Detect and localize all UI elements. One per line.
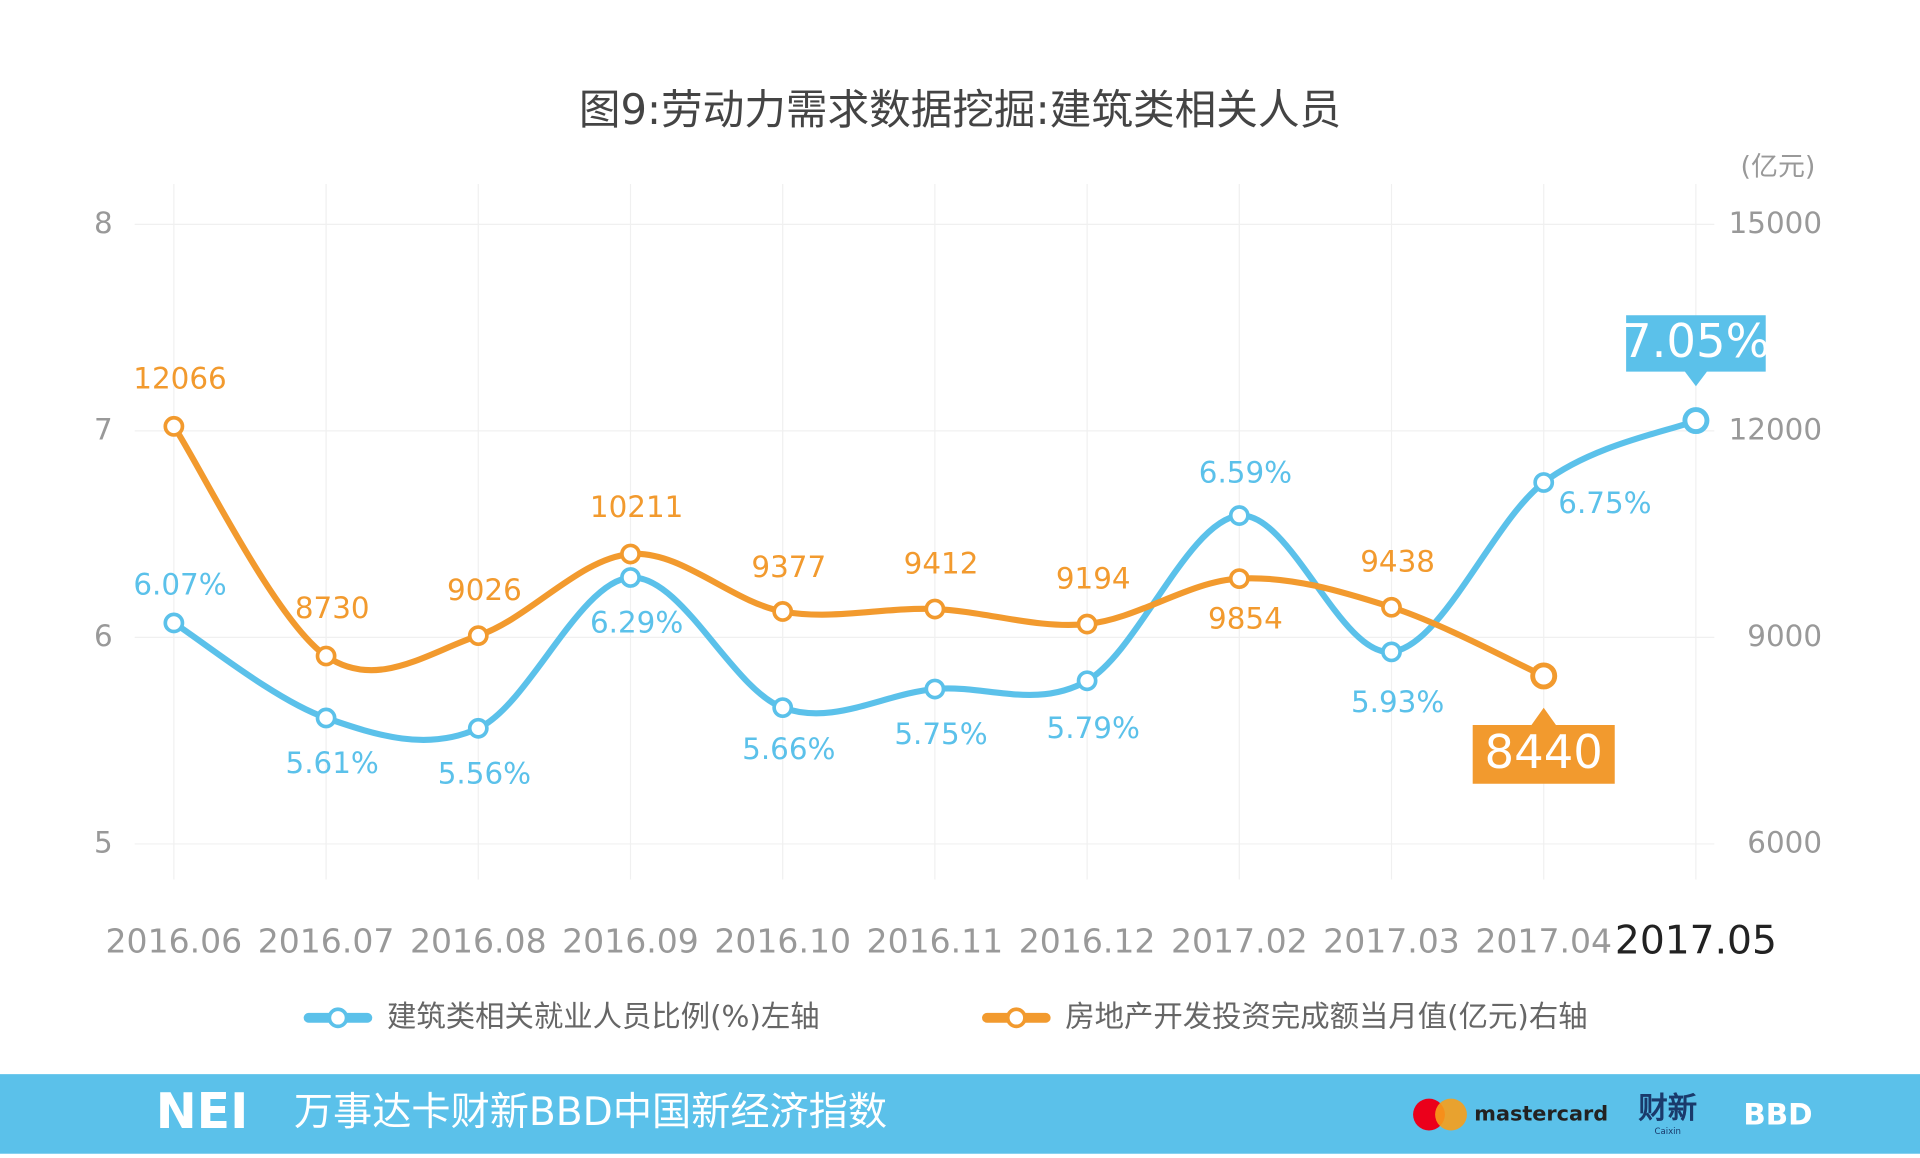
data-label: 9377: [751, 550, 826, 584]
x-tick-label: 2016.07: [258, 922, 395, 961]
data-label: 6.75%: [1558, 486, 1651, 520]
callout: [1626, 315, 1766, 387]
data-point: [1381, 641, 1402, 663]
y-tick-label: 8: [94, 206, 113, 240]
data-label: 5.56%: [438, 756, 531, 790]
y2-tick-label: 15000: [1729, 206, 1822, 240]
footer-brand: BBD: [1743, 1097, 1812, 1131]
mc-logo: [1413, 1098, 1445, 1131]
data-point: [163, 612, 185, 634]
data-point: [772, 697, 794, 719]
data-point: [1076, 613, 1098, 635]
legend-label: 建筑类相关就业人员比例(%)左轴: [387, 999, 820, 1033]
data-point: [467, 717, 489, 739]
data-point: [467, 625, 489, 647]
footer-brand: 财新: [1638, 1091, 1697, 1125]
x-tick-label: 2017.02: [1171, 922, 1308, 961]
data-label: 6.59%: [1199, 455, 1292, 489]
mc-logo: [1435, 1098, 1467, 1131]
data-point: [163, 415, 185, 437]
data-label: 5.66%: [742, 732, 835, 766]
y2-tick-label: 12000: [1729, 412, 1822, 446]
data-point: [620, 567, 641, 588]
data-label: 9854: [1208, 602, 1283, 636]
callout-label: 8440: [1485, 725, 1603, 779]
data-label: 9194: [1056, 561, 1131, 595]
legend-marker: [327, 1007, 349, 1029]
data-label: 12066: [133, 361, 226, 395]
data-point: [924, 678, 946, 700]
y2-tick-label: 6000: [1747, 825, 1822, 859]
data-label: 9026: [447, 573, 522, 607]
data-label: 6.29%: [590, 606, 683, 640]
chart-title: 图9:劳动力需求数据挖掘:建筑类相关人员: [579, 85, 1341, 134]
x-tick-label: 2016.09: [562, 922, 699, 961]
y-tick-label: 6: [94, 619, 113, 653]
x-tick-label: 2016.08: [410, 922, 547, 961]
data-point: [1076, 670, 1098, 692]
data-point: [1381, 596, 1402, 618]
footer-brand: mastercard: [1474, 1102, 1608, 1126]
footer-name: 万事达卡财新BBD中国新经济指数: [294, 1090, 887, 1135]
data-point: [1533, 472, 1555, 493]
x-tick-label: 2017.05: [1615, 919, 1777, 964]
data-point: [1228, 568, 1250, 590]
data-label: 9438: [1360, 545, 1435, 579]
data-point: [620, 543, 641, 565]
x-tick-label: 2016.06: [106, 922, 243, 961]
callout: [1472, 707, 1615, 784]
data-label: 5.75%: [894, 717, 987, 751]
legend-label: 房地产开发投资完成额当月值(亿元)右轴: [1065, 999, 1587, 1033]
data-label: 10211: [590, 490, 683, 524]
legend-marker: [1005, 1007, 1027, 1029]
data-point: [924, 598, 946, 620]
data-point: [1228, 505, 1250, 526]
footer-band: [0, 1074, 1920, 1154]
y-tick-label: 7: [94, 412, 113, 446]
y2-tick-label: 9000: [1747, 619, 1822, 653]
y-tick-label: 5: [94, 825, 113, 859]
x-tick-label: 2016.11: [867, 922, 1004, 961]
data-label: 9412: [904, 546, 979, 580]
x-tick-label: 2017.04: [1475, 922, 1612, 961]
data-label: 5.61%: [286, 746, 379, 780]
footer-logo: NEI: [156, 1083, 249, 1140]
data-point: [772, 601, 794, 622]
y2-unit: (亿元): [1741, 152, 1816, 183]
x-tick-label: 2016.10: [714, 922, 851, 961]
data-point: [315, 707, 337, 729]
footer-brand: Caixin: [1655, 1127, 1681, 1137]
x-tick-label: 2017.03: [1323, 922, 1460, 961]
data-label: 5.93%: [1351, 685, 1444, 719]
data-point: [1682, 407, 1710, 435]
data-point: [315, 645, 337, 667]
data-label: 5.79%: [1047, 711, 1140, 745]
data-label: 8730: [295, 591, 370, 625]
data-label: 6.07%: [133, 568, 226, 602]
x-tick-label: 2016.12: [1019, 922, 1156, 961]
series-line: [170, 423, 1547, 680]
callout-label: 7.05%: [1622, 314, 1770, 368]
data-point: [1530, 662, 1558, 690]
